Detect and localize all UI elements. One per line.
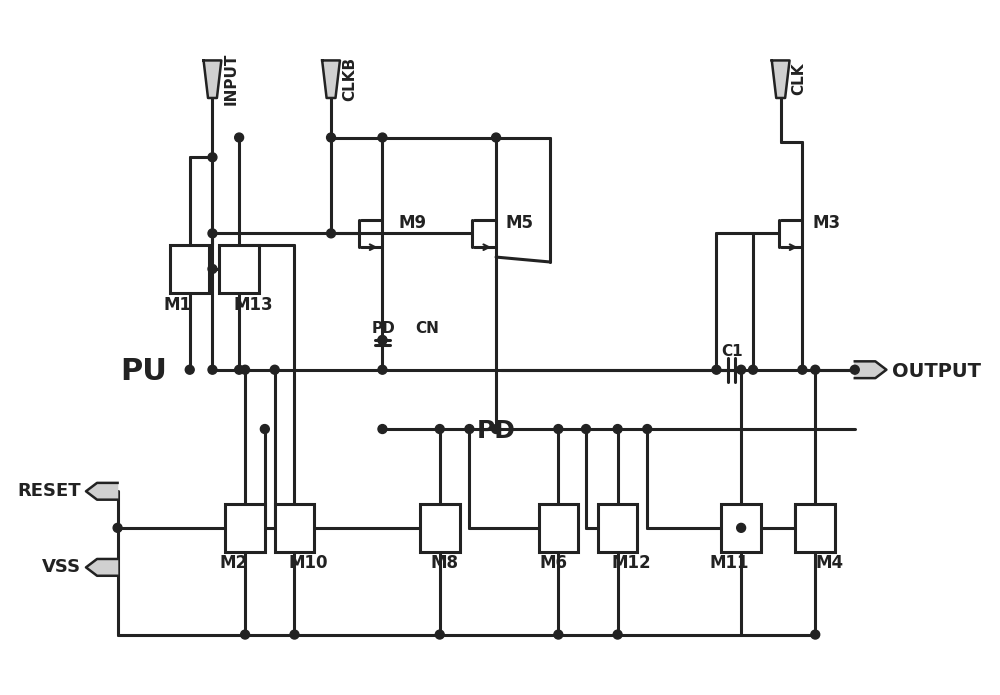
Circle shape [378, 133, 387, 142]
Circle shape [798, 366, 807, 374]
Text: PD: PD [477, 419, 516, 443]
Text: M9: M9 [398, 215, 426, 233]
Circle shape [492, 425, 501, 434]
Text: OUTPUT: OUTPUT [892, 362, 981, 382]
Bar [721, 504, 761, 552]
Bar [225, 504, 265, 552]
Bar [219, 245, 259, 293]
Circle shape [235, 133, 244, 142]
Circle shape [270, 366, 279, 374]
Circle shape [554, 425, 563, 434]
Text: M3: M3 [812, 215, 840, 233]
Circle shape [737, 366, 746, 374]
Polygon shape [772, 60, 790, 98]
Text: M11: M11 [710, 555, 749, 573]
Circle shape [378, 336, 387, 345]
Text: PU: PU [120, 357, 167, 386]
Text: CLK: CLK [792, 63, 807, 95]
Circle shape [208, 153, 217, 162]
Circle shape [582, 425, 590, 434]
Circle shape [492, 133, 501, 142]
Polygon shape [86, 483, 118, 500]
Text: RESET: RESET [17, 482, 81, 500]
Circle shape [327, 229, 335, 238]
Circle shape [260, 425, 269, 434]
Circle shape [712, 366, 721, 374]
Circle shape [378, 366, 387, 374]
Text: M12: M12 [612, 555, 651, 573]
Circle shape [185, 366, 194, 374]
Text: C1: C1 [721, 345, 743, 359]
Text: M4: M4 [815, 555, 843, 573]
Polygon shape [322, 60, 340, 98]
Text: VSS: VSS [42, 558, 81, 576]
Text: M6: M6 [539, 555, 567, 573]
Circle shape [378, 425, 387, 434]
Bar [170, 245, 209, 293]
Text: CLKB: CLKB [342, 57, 357, 101]
Circle shape [811, 366, 820, 374]
Circle shape [208, 366, 217, 374]
Circle shape [554, 630, 563, 639]
Text: M5: M5 [506, 215, 534, 233]
Text: M8: M8 [431, 555, 459, 573]
Circle shape [811, 630, 820, 639]
Bar [539, 504, 578, 552]
Circle shape [235, 366, 244, 374]
Circle shape [327, 133, 335, 142]
Text: M13: M13 [233, 295, 273, 313]
Polygon shape [86, 559, 118, 575]
Circle shape [290, 630, 299, 639]
Bar [420, 504, 460, 552]
Circle shape [241, 366, 250, 374]
Circle shape [241, 630, 250, 639]
Circle shape [465, 425, 474, 434]
Circle shape [850, 366, 859, 374]
Circle shape [749, 366, 757, 374]
Text: M2: M2 [219, 555, 247, 573]
Text: PD: PD [372, 320, 395, 336]
Polygon shape [855, 361, 886, 378]
Bar [275, 504, 314, 552]
Circle shape [737, 523, 746, 532]
Circle shape [113, 523, 122, 532]
Circle shape [208, 229, 217, 238]
Circle shape [435, 630, 444, 639]
Bar [598, 504, 637, 552]
Circle shape [613, 425, 622, 434]
Text: CN: CN [415, 320, 439, 336]
Text: INPUT: INPUT [223, 53, 238, 106]
Circle shape [435, 425, 444, 434]
Polygon shape [204, 60, 221, 98]
Circle shape [613, 630, 622, 639]
Text: M1: M1 [164, 295, 192, 313]
Circle shape [378, 336, 387, 345]
Text: M10: M10 [289, 555, 328, 573]
Circle shape [643, 425, 652, 434]
Circle shape [208, 265, 217, 273]
Bar [795, 504, 835, 552]
